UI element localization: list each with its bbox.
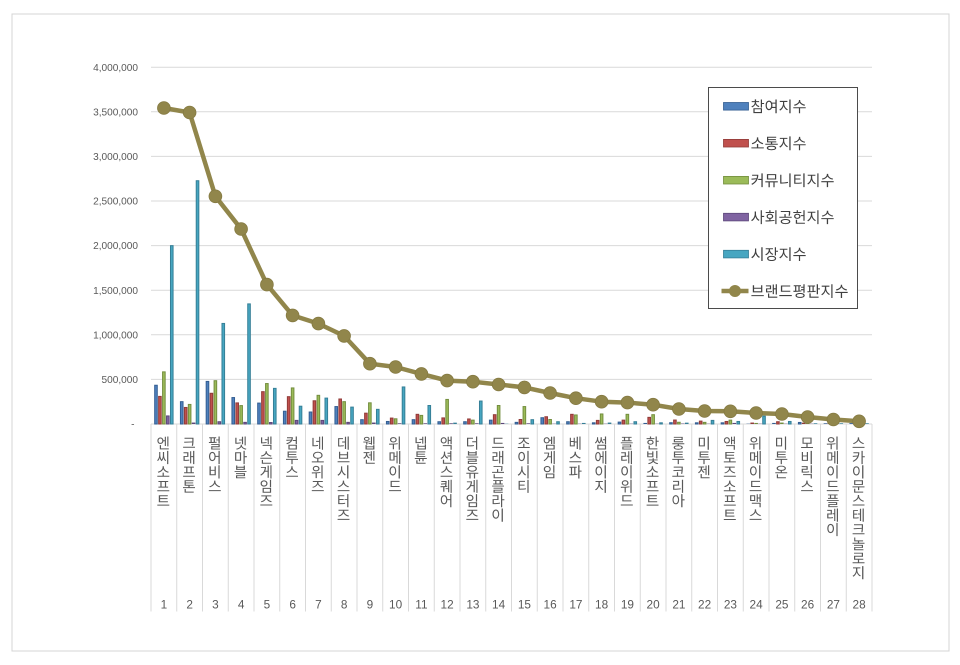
- svg-text:9: 9: [367, 598, 374, 612]
- svg-text:26: 26: [801, 598, 815, 612]
- svg-text:13: 13: [466, 598, 480, 612]
- svg-text:18: 18: [595, 598, 609, 612]
- svg-text:23: 23: [724, 598, 738, 612]
- svg-text:17: 17: [569, 598, 582, 612]
- svg-text:19: 19: [621, 598, 634, 612]
- svg-text:15: 15: [518, 598, 532, 612]
- svg-text:27: 27: [827, 598, 840, 612]
- svg-text:4,000,000: 4,000,000: [93, 63, 138, 74]
- svg-text:500,000: 500,000: [102, 375, 139, 386]
- svg-text:3,000,000: 3,000,000: [93, 152, 138, 163]
- svg-text:14: 14: [492, 598, 506, 612]
- svg-text:1,500,000: 1,500,000: [93, 286, 138, 297]
- svg-text:10: 10: [389, 598, 403, 612]
- svg-text:1,000,000: 1,000,000: [93, 330, 138, 341]
- svg-text:21: 21: [672, 598, 685, 612]
- svg-text:6: 6: [289, 598, 296, 612]
- svg-text:20: 20: [647, 598, 661, 612]
- svg-text:22: 22: [698, 598, 711, 612]
- svg-text:4: 4: [238, 598, 245, 612]
- svg-text:5: 5: [264, 598, 271, 612]
- svg-text:12: 12: [441, 598, 454, 612]
- svg-text:7: 7: [315, 598, 322, 612]
- svg-text:25: 25: [775, 598, 789, 612]
- svg-text:2,500,000: 2,500,000: [93, 197, 138, 208]
- svg-text:-: -: [131, 420, 134, 431]
- svg-text:24: 24: [750, 598, 764, 612]
- svg-text:28: 28: [853, 598, 867, 612]
- svg-text:1: 1: [161, 598, 168, 612]
- svg-text:3,500,000: 3,500,000: [93, 107, 138, 118]
- svg-text:2: 2: [186, 598, 193, 612]
- svg-text:11: 11: [415, 598, 427, 612]
- svg-text:3: 3: [212, 598, 219, 612]
- svg-text:16: 16: [544, 598, 558, 612]
- svg-text:8: 8: [341, 598, 348, 612]
- svg-text:2,000,000: 2,000,000: [93, 241, 138, 252]
